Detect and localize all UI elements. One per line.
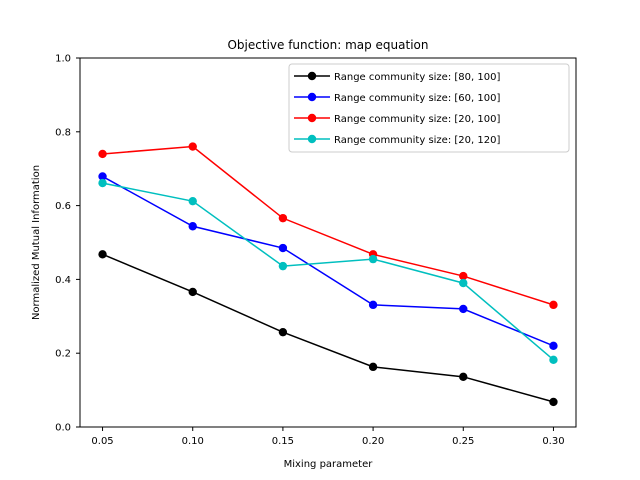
data-point — [278, 243, 288, 253]
data-point — [459, 304, 468, 314]
data-point — [549, 300, 558, 310]
data-point — [98, 149, 107, 159]
data-point — [549, 397, 558, 407]
data-point — [459, 271, 468, 281]
series-4 — [98, 178, 558, 365]
series-line — [102, 182, 554, 361]
y-axis-title: Normalized Mutual Information — [31, 165, 42, 320]
data-point — [98, 178, 107, 188]
legend-label: Range community size: [80, 100] — [334, 72, 500, 83]
legend: Range community size: [80, 100] Range com… — [288, 63, 570, 153]
series-3 — [98, 142, 558, 310]
data-point — [98, 250, 107, 259]
series-1 — [98, 250, 558, 407]
y-tick-label: 0.6 — [55, 201, 71, 212]
series-layer — [98, 142, 558, 407]
data-point — [549, 341, 558, 351]
data-point — [278, 261, 288, 271]
series-line — [102, 175, 554, 347]
series-2 — [98, 172, 558, 351]
x-tick-label: 0.25 — [452, 436, 474, 447]
legend-marker — [307, 134, 317, 144]
data-point — [278, 327, 288, 337]
data-point — [278, 213, 288, 223]
data-point — [188, 196, 197, 206]
legend-item: Range community size: [80, 100] — [294, 71, 500, 83]
y-tick-label: 0.4 — [55, 275, 71, 286]
series-line — [102, 145, 554, 306]
legend-item: Range community size: [60, 100] — [294, 92, 500, 104]
legend-marker — [307, 113, 317, 123]
chart-title: Objective function: map equation — [227, 38, 428, 52]
y-tick-label: 0.2 — [55, 349, 71, 360]
x-tick-label: 0.30 — [542, 436, 564, 447]
data-point — [188, 287, 197, 297]
data-point — [459, 278, 468, 288]
data-point — [98, 172, 107, 181]
legend-label: Range community size: [60, 100] — [334, 93, 500, 104]
data-point — [368, 300, 378, 310]
data-point — [368, 362, 378, 372]
legend-item: Range community size: [20, 100] — [294, 113, 500, 125]
data-point — [368, 254, 378, 264]
y-tick-label: 0.8 — [55, 127, 71, 138]
y-tick-label: 1.0 — [55, 54, 71, 65]
x-axis-title: Mixing parameter — [284, 459, 374, 470]
x-tick-label: 0.05 — [91, 436, 113, 447]
legend-marker — [307, 71, 317, 81]
legend-marker — [307, 92, 317, 102]
legend-item: Range community size: [20, 120] — [294, 134, 500, 146]
legend-box — [288, 63, 570, 153]
x-tick-label: 0.20 — [362, 436, 384, 447]
data-point — [188, 142, 197, 151]
data-point — [549, 355, 558, 365]
plot-frame — [79, 57, 577, 428]
legend-label: Range community size: [20, 100] — [334, 114, 500, 125]
x-tick-label: 0.15 — [272, 436, 294, 447]
x-tick-label: 0.10 — [182, 436, 204, 447]
data-point — [459, 372, 468, 382]
axes-layer: 0.05 0.10 0.15 0.20 0.25 0.30 0.0 0.2 0.4 0.6 0.8 1… — [55, 54, 577, 447]
legend-label: Range community size: [20, 120] — [334, 135, 500, 146]
data-point — [188, 222, 197, 231]
y-tick-label: 0.0 — [55, 423, 71, 434]
series-line — [102, 253, 554, 403]
